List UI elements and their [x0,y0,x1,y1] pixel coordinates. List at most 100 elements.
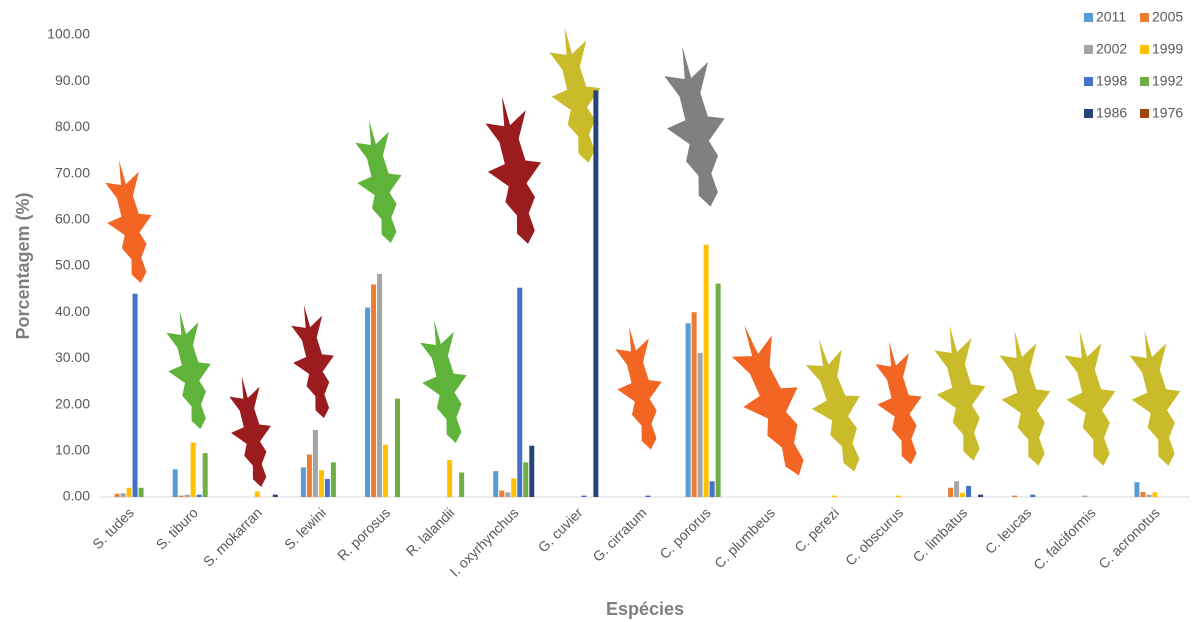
bar [185,495,190,497]
x-tick-label: R. lalandii [403,504,458,559]
legend-swatch [1140,45,1149,54]
shark-icon [540,23,613,167]
bar [1152,492,1157,497]
shark-icon [925,321,998,465]
bar [115,494,120,497]
legend-swatch [1084,45,1093,54]
y-tick-label: 60.00 [55,211,90,227]
shark-icon [795,332,878,478]
legend-swatch [1140,77,1149,86]
bar [127,488,132,497]
bar [493,471,498,497]
bar [529,446,534,497]
legend-swatch [1140,109,1149,118]
shark-icon [97,156,163,287]
bar [1134,482,1139,497]
y-tick-label: 70.00 [55,164,90,180]
bar [523,462,528,497]
x-tick-label: C. obscurus [842,504,906,568]
bar [978,495,983,497]
bar [365,308,370,497]
bar [517,288,522,497]
bar [896,496,901,497]
legend-label: 1998 [1096,73,1127,89]
bar [203,453,208,497]
bar [948,488,953,497]
x-tick-label: S. mokarran [200,504,265,569]
shark-icon [347,116,413,247]
legend-label: 1986 [1096,105,1127,121]
legend-swatch [1084,77,1093,86]
bar [1146,495,1151,497]
legend-swatch [1140,13,1149,22]
legend-label: 1976 [1152,105,1183,121]
bar [692,312,697,497]
y-tick-label: 80.00 [55,118,90,134]
bar [505,492,510,497]
chart: Porcentagem (%) Espécies 0.0010.0020.003… [0,0,1193,622]
bar [301,467,306,497]
bar [646,496,651,497]
y-axis-title: Porcentagem (%) [13,192,33,339]
shark-icon [1120,326,1193,470]
x-tick-label: C. acronotus [1095,504,1162,571]
bar [371,284,376,497]
y-tick-label: 0.00 [63,488,90,504]
bar [121,493,126,497]
bar [593,90,598,497]
legend-swatch [1084,13,1093,22]
bar [447,460,452,497]
x-tick-label: I. oxyrhynchus [446,504,521,579]
bar [1082,496,1087,497]
bar [1030,495,1035,497]
shark-icon [990,326,1063,470]
x-tick-label: S. tiburo [153,504,201,552]
bar [499,491,504,497]
bar [383,445,388,497]
shark-icon [654,41,740,211]
bar [173,469,178,497]
x-tick-label: G. cirratum [589,504,649,564]
bar [710,481,715,497]
shark-icon [222,373,281,491]
bar [139,488,144,497]
shark-icon [717,315,826,485]
shark-icon [284,301,345,421]
bar [698,353,703,497]
x-tick-label: C. leucas [982,504,1035,557]
x-tick-label: C. perezi [791,504,842,555]
bar [716,284,721,497]
x-tick-label: S. tudes [89,504,137,552]
x-tick-label: C. limbatus [909,504,970,565]
x-axis-title: Espécies [606,599,684,619]
bar [1140,492,1145,497]
y-tick-label: 40.00 [55,303,90,319]
bar [191,442,196,497]
bar [966,486,971,497]
shark-icon [1055,326,1128,470]
shark-icon [867,338,933,469]
x-tick-label: S. lewini [281,504,329,552]
shark-icon [475,91,554,248]
legend-label: 2005 [1152,9,1183,25]
bar [307,454,312,497]
bar [832,496,837,497]
y-tick-label: 20.00 [55,395,90,411]
bar [179,496,184,497]
legend-label: 1999 [1152,41,1183,57]
x-tick-label: C. pororus [656,504,714,562]
x-tick-label: G. cuvier [535,504,586,555]
bar [313,430,318,497]
bar [377,274,382,497]
y-tick-label: 50.00 [55,257,90,273]
y-tick-label: 100.00 [47,26,90,42]
bar [704,245,709,497]
bar [197,495,202,497]
legend-swatch [1084,109,1093,118]
x-tick-label: R. porosus [334,504,393,563]
bar [273,495,278,497]
legend-label: 2011 [1096,9,1126,25]
y-tick-label: 90.00 [55,72,90,88]
shark-icon [158,307,221,433]
bar [1012,496,1017,497]
